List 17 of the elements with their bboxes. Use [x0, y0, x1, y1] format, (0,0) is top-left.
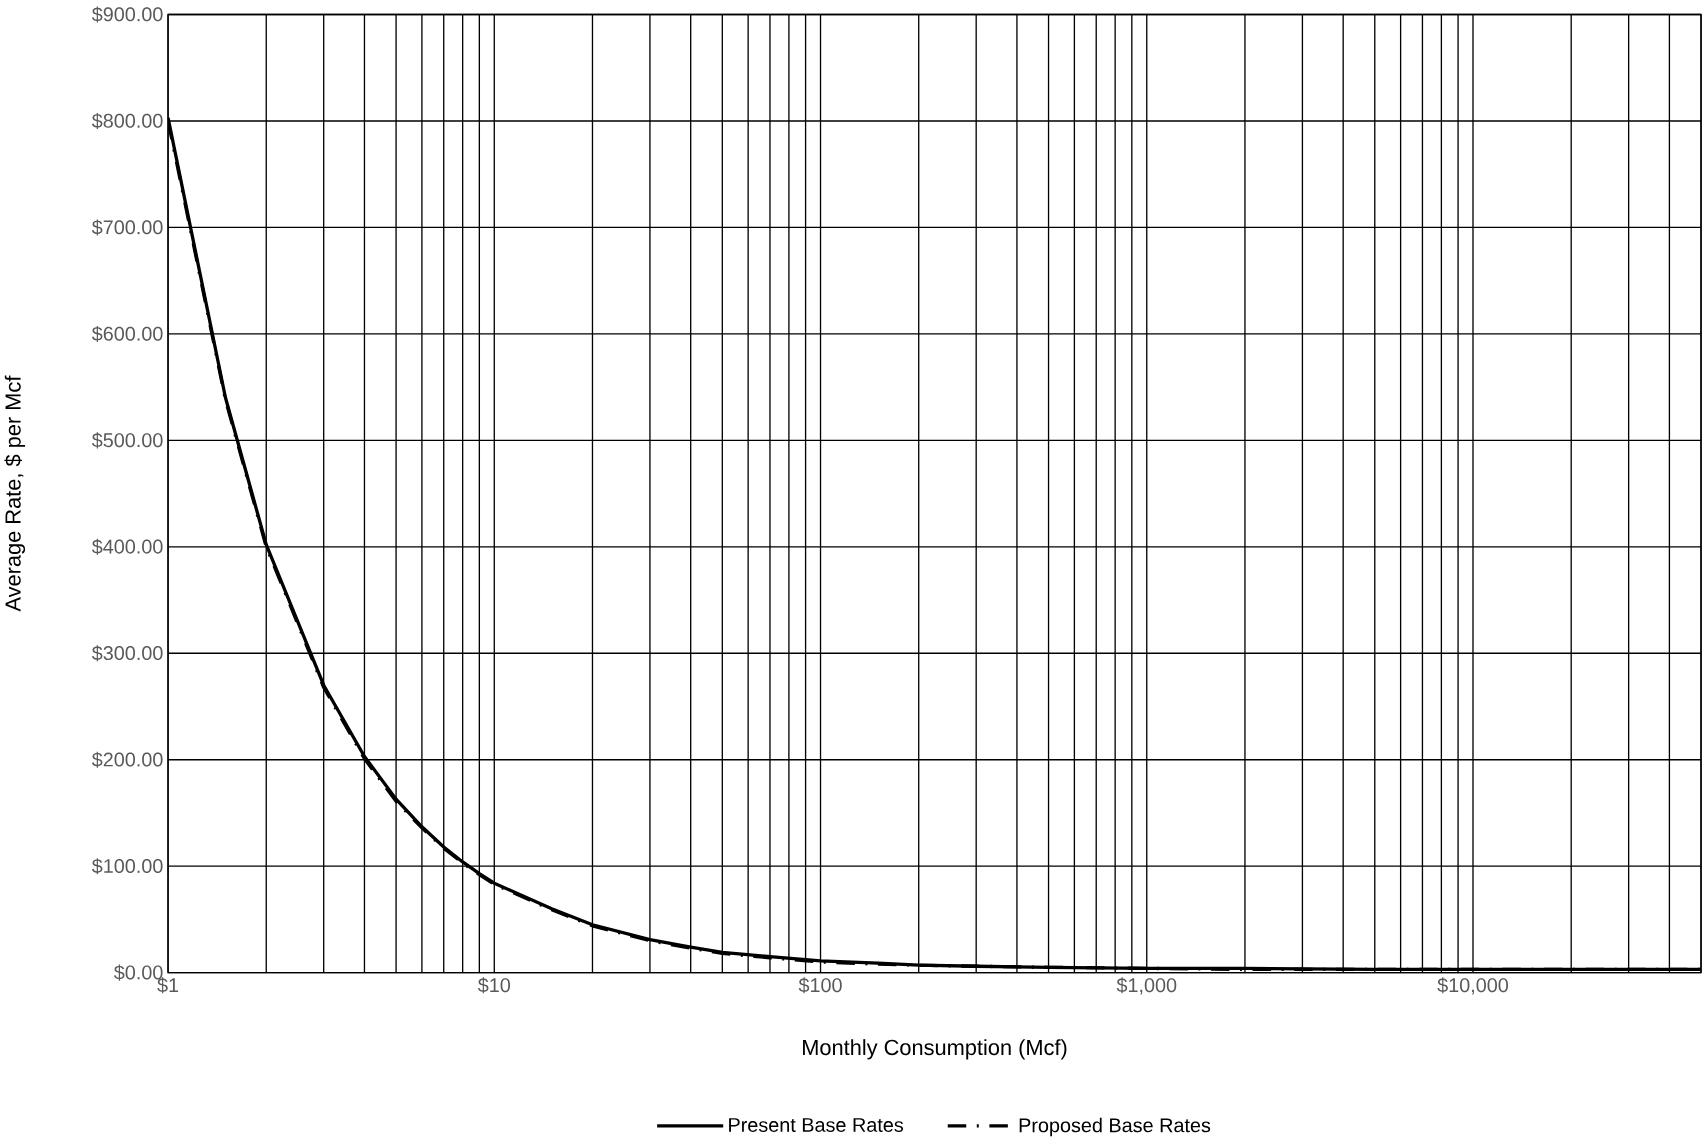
y-tick-label: $400.00 [91, 538, 163, 555]
x-tick-label: $1,000 [1116, 977, 1177, 995]
legend-label: Proposed Base Rates [1019, 1117, 1211, 1137]
y-tick-label: $800.00 [91, 112, 163, 129]
y-tick-label: $200.00 [91, 751, 163, 768]
x-tick-label: $100 [798, 977, 842, 994]
y-axis-title: Average Rate, $ per Mcf [4, 375, 26, 612]
y-tick-label: $600.00 [91, 325, 163, 342]
y-tick-label: $100.00 [91, 857, 163, 874]
y-tick-label: $700.00 [91, 219, 163, 236]
y-tick-label: $300.00 [91, 645, 163, 662]
x-tick-label: $10 [477, 977, 511, 994]
y-tick-label: $900.00 [91, 6, 163, 23]
y-tick-label: $500.00 [91, 432, 163, 449]
x-tick-label: $10,000 [1437, 977, 1509, 995]
legend-label: Present Base Rates [729, 1117, 904, 1132]
x-axis-title: Monthly Consumption (Mcf) [803, 1038, 1067, 1060]
